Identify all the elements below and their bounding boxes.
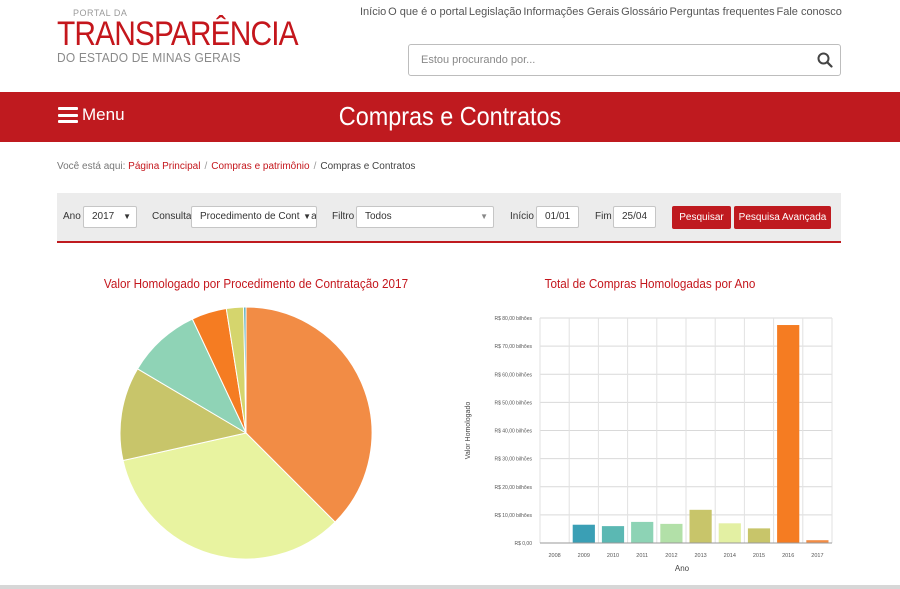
logo-title: TRANSPARÊNCIA [57,15,299,53]
pie-chart-title: Valor Homologado por Procedimento de Con… [103,276,409,291]
search-input[interactable] [409,46,810,74]
y-tick-label: R$ 40,00 bilhões [494,429,532,435]
y-tick-label: R$ 50,00 bilhões [494,400,532,406]
x-tick-label: 2010 [607,553,619,559]
pie-slice-2[interactable] [119,368,248,462]
bar-2012[interactable] [660,523,683,543]
pesquisar-button[interactable]: Pesquisar [672,206,731,229]
nav-inicio[interactable]: Início [360,6,387,18]
ano-label: Ano [63,211,81,222]
nav-perguntas[interactable]: Perguntas frequentes [669,6,775,18]
page-title: Compras e Contratos [338,101,562,131]
bar-chart: R$ 0,00 R$ 10,00 bilhões R$ 20,00 bilhões R… [465,316,833,573]
filtro-label: Filtro [332,211,355,222]
x-tick-label: 2008 [548,553,560,559]
search-icon[interactable] [810,45,840,75]
consulta-label: Consulta [152,211,192,222]
logo-small-text: PORTAL DA [73,8,128,18]
window-bottom-edge [0,585,900,589]
search-box [408,44,841,76]
menu-button[interactable]: Menu [58,105,125,125]
filtro-select[interactable]: Todos ▼ [356,206,494,228]
bar-chart-title: Total de Compras Homologadas por Ano [544,276,756,291]
y-tick-label: R$ 30,00 bilhões [494,457,532,463]
fim-input[interactable]: 25/04 [613,206,656,228]
breadcrumb: Você está aqui: Página Principal / Compras… [57,161,415,172]
y-axis-label: Valor Homologado [465,402,472,460]
y-tick-label: R$ 20,00 bilhões [494,485,532,491]
x-tick-label: 2016 [782,553,794,559]
inicio-label: Início [510,211,534,222]
pie-slice-1[interactable] [122,432,336,560]
x-axis-label: Ano [675,564,690,573]
nav-glossario[interactable]: Glossário [621,6,668,18]
y-tick-label: R$ 10,00 bilhões [494,513,532,519]
pie-slice-0[interactable] [245,306,373,523]
x-tick-label: 2011 [636,553,648,559]
x-tick-label: 2009 [578,553,590,559]
menu-label: Menu [82,105,125,124]
breadcrumb-current: Compras e Contratos [320,161,416,172]
x-tick-label: 2013 [694,553,706,559]
filter-bar: Ano 2017 ▼ Consulta Procedimento de Contr… [57,193,841,243]
x-tick-label: 2017 [811,553,823,559]
breadcrumb-compras-patrimonio[interactable]: Compras e patrimônio [211,161,310,172]
pie-slice-3[interactable] [136,318,248,435]
consulta-select[interactable]: Procedimento de Contratação▼ [191,206,317,228]
y-tick-label: R$ 60,00 bilhões [494,372,532,378]
x-tick-label: 2015 [753,553,765,559]
caret-down-icon: ▼ [300,207,311,227]
pie-slice-6[interactable] [243,306,247,434]
bar-2013[interactable] [689,509,712,543]
nav-legislacao[interactable]: Legislação [468,6,522,18]
nav-fale-conosco[interactable]: Fale conosco [776,6,842,18]
bar-2010[interactable] [601,526,625,543]
ano-select[interactable]: 2017 ▼ [83,206,137,228]
caret-down-icon: ▼ [123,212,131,221]
nav-o-que-e[interactable]: O que é o portal [388,6,468,18]
inicio-input[interactable]: 01/01 [536,206,579,228]
x-tick-label: 2012 [665,553,677,559]
pie-chart [119,306,373,560]
y-tick-label: R$ 70,00 bilhões [494,344,532,350]
bar-2009[interactable] [572,524,595,543]
filtro-value: Todos [365,211,392,222]
y-tick-label: R$ 80,00 bilhões [494,316,532,322]
bar-2011[interactable] [631,521,654,543]
bar-2015[interactable] [747,528,771,543]
consulta-value: Procedimento de Contratação [200,211,317,222]
y-tick-label: R$ 0,00 [514,541,532,547]
top-navigation: Início O que é o portal Legislação Infor… [360,6,842,18]
bar-2017[interactable] [806,540,829,543]
breadcrumb-separator: / [313,161,317,172]
breadcrumb-separator: / [204,161,208,172]
portal-logo[interactable]: PORTAL DA TRANSPARÊNCIA DO ESTADO DE MIN… [57,8,299,65]
hamburger-icon [58,107,78,123]
nav-informacoes[interactable]: Informações Gerais [523,6,620,18]
fim-label: Fim [595,211,612,222]
bar-2014[interactable] [718,523,741,543]
logo-subtitle: DO ESTADO DE MINAS GERAIS [57,50,241,65]
pesquisa-avancada-button[interactable]: Pesquisa Avançada [734,206,831,229]
section-header-bar: Menu Compras e Contratos [0,92,900,142]
breadcrumb-home[interactable]: Página Principal [128,161,201,172]
bar-2016[interactable] [777,325,800,543]
ano-value: 2017 [92,211,115,222]
x-tick-label: 2014 [724,553,736,559]
caret-down-icon: ▼ [480,212,488,221]
breadcrumb-prefix: Você está aqui: [57,161,126,172]
